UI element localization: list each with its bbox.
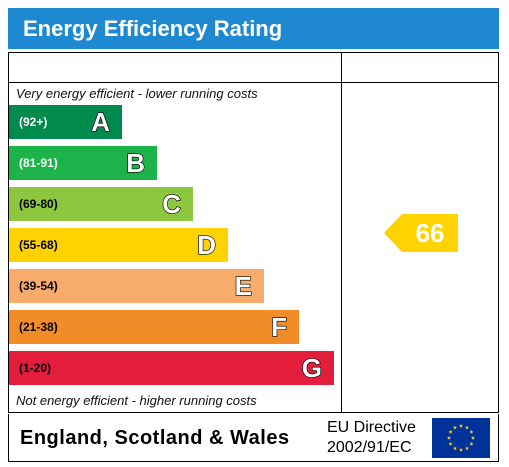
- eu-flag-icon: [432, 418, 490, 458]
- band-letter: G: [301, 352, 323, 383]
- directive-line-1: EU Directive: [327, 419, 416, 436]
- band-range: (81-91): [19, 156, 58, 170]
- band-letter: B: [126, 147, 146, 178]
- directive-line-2: 2002/91/EC: [327, 439, 412, 456]
- band-f: (21-38) F: [9, 310, 299, 344]
- country-label: England, Scotland & Wales: [20, 427, 290, 449]
- band-range: (55-68): [19, 238, 58, 252]
- flag-star: [448, 429, 453, 434]
- chart-title: Energy Efficiency Rating: [8, 8, 499, 49]
- current-rating-arrow: 66: [384, 214, 458, 252]
- band-e: (39-54) E: [9, 269, 264, 303]
- band-a: (92+) A: [9, 105, 122, 139]
- flag-star: [464, 425, 470, 430]
- arrow-shape: [384, 214, 458, 252]
- band-c: (69-80) C: [9, 187, 193, 221]
- band-b: (81-91) B: [9, 146, 157, 180]
- band-range: (39-54): [19, 279, 58, 293]
- band-letter: E: [234, 270, 253, 301]
- band-letter: C: [162, 188, 182, 219]
- flag-star: [470, 435, 476, 440]
- bottom-note: Not energy efficient - higher running co…: [16, 393, 257, 408]
- footer: [8, 414, 499, 462]
- flag-star: [448, 441, 453, 446]
- band-range: (21-38): [19, 320, 58, 334]
- flag-star: [452, 446, 458, 451]
- eu-directive: EU Directive 2002/91/EC: [327, 418, 416, 458]
- flag-star: [469, 441, 474, 446]
- top-note: Very energy efficient - lower running co…: [16, 86, 258, 101]
- rating-grid: [8, 52, 499, 413]
- flag-star: [469, 429, 474, 434]
- band-letter: D: [197, 229, 217, 260]
- band-range: (92+): [19, 115, 48, 129]
- band-d: (55-68) D: [9, 228, 228, 262]
- header-row-divider: [8, 82, 499, 83]
- band-range: (69-80): [19, 197, 58, 211]
- flag-star: [458, 447, 464, 452]
- column-divider: [341, 52, 342, 413]
- current-rating-value: 66: [415, 218, 445, 248]
- band-range: (1-20): [19, 361, 52, 375]
- band-letter: A: [91, 106, 111, 137]
- flag-star: [464, 446, 470, 451]
- flag-star: [452, 425, 458, 430]
- band-g: (1-20) G: [9, 351, 334, 385]
- flag-star: [446, 435, 452, 440]
- flag-star: [458, 423, 464, 428]
- band-letter: F: [270, 311, 287, 342]
